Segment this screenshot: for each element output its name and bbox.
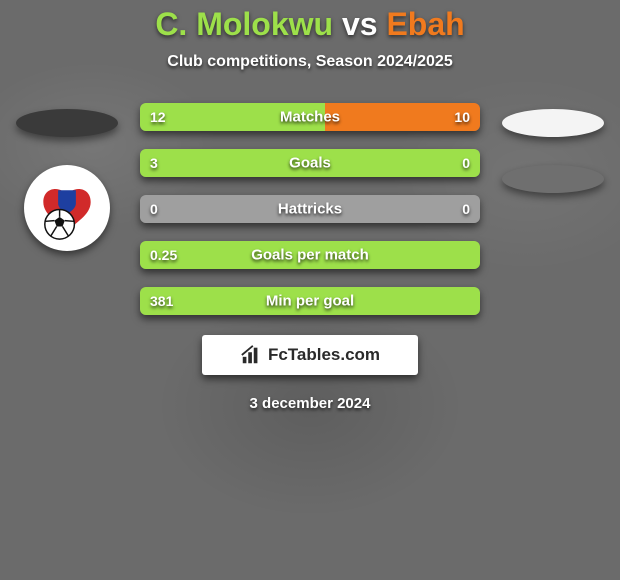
player2-name: Ebah [386, 6, 464, 42]
stat-value-left: 12 [150, 109, 166, 125]
stat-value-right: 0 [462, 201, 470, 217]
stat-label: Goals per match [251, 247, 369, 264]
club-logo-svg [30, 171, 104, 245]
bar-chart-icon [240, 344, 262, 366]
left-ellipse [16, 109, 118, 137]
stat-value-right: 0 [462, 155, 470, 171]
stat-value-right: 10 [454, 109, 470, 125]
comparison-row: 12 10 Matches 3 0 Goals 0 0 Hattricks 0.25 Goals p… [0, 103, 620, 315]
stat-row: 381 Min per goal [140, 287, 480, 315]
footer-date: 3 december 2024 [250, 395, 371, 412]
page-title: C. Molokwu vs Ebah [155, 6, 464, 43]
stat-bars: 12 10 Matches 3 0 Goals 0 0 Hattricks 0.25 Goals p… [140, 103, 480, 315]
brand-text: FcTables.com [268, 345, 380, 365]
left-side-column [12, 103, 122, 251]
stat-label: Hattricks [278, 201, 342, 218]
stat-row: 0 0 Hattricks [140, 195, 480, 223]
stat-label: Matches [280, 109, 340, 126]
stat-row: 3 0 Goals [140, 149, 480, 177]
right-ellipse-1 [502, 109, 604, 137]
stat-value-left: 0.25 [150, 247, 177, 263]
stat-label: Min per goal [266, 293, 354, 310]
stat-row: 12 10 Matches [140, 103, 480, 131]
stat-value-left: 381 [150, 293, 173, 309]
stat-label: Goals [289, 155, 331, 172]
comparison-card: C. Molokwu vs Ebah Club competitions, Se… [0, 0, 620, 580]
subtitle: Club competitions, Season 2024/2025 [167, 53, 452, 71]
vs-separator: vs [342, 6, 378, 42]
stat-row: 0.25 Goals per match [140, 241, 480, 269]
club-logo [24, 165, 110, 251]
right-ellipse-2 [502, 165, 604, 193]
stat-value-left: 3 [150, 155, 158, 171]
player1-name: C. Molokwu [155, 6, 333, 42]
brand-badge: FcTables.com [202, 335, 418, 375]
stat-value-left: 0 [150, 201, 158, 217]
right-side-column [498, 103, 608, 193]
